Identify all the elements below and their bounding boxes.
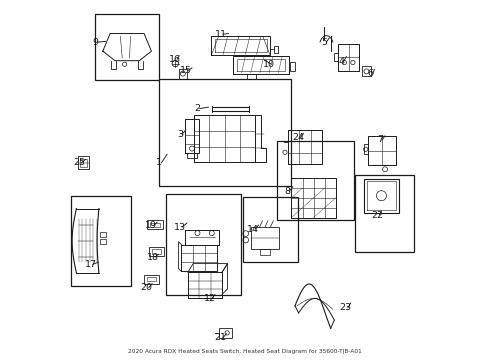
Text: 15: 15 (180, 66, 192, 75)
Text: 5: 5 (321, 37, 327, 46)
Bar (150, 222, 160, 227)
Bar (247, 73, 255, 79)
Text: 22: 22 (371, 211, 383, 220)
Bar (290, 62, 294, 71)
Text: 16: 16 (169, 55, 181, 64)
Text: 6: 6 (368, 69, 374, 78)
Bar (178, 68, 187, 78)
Text: 24: 24 (292, 133, 304, 142)
Bar (260, 249, 270, 255)
Bar (364, 179, 398, 213)
Text: 25: 25 (73, 158, 85, 167)
Text: 10: 10 (263, 60, 275, 69)
Text: 14: 14 (247, 225, 259, 234)
Text: 8: 8 (284, 187, 290, 196)
Bar (152, 249, 161, 253)
Text: 23: 23 (340, 303, 352, 312)
Bar (277, 141, 354, 220)
Text: 4: 4 (339, 57, 344, 66)
Text: 11: 11 (215, 30, 227, 39)
Bar (362, 66, 371, 76)
Text: 9: 9 (93, 37, 98, 46)
Bar (100, 232, 106, 237)
Bar (100, 239, 106, 244)
Bar (251, 227, 279, 249)
Text: 12: 12 (204, 294, 216, 303)
Bar (148, 247, 164, 256)
Text: 18: 18 (147, 253, 159, 262)
Bar (95, 14, 159, 80)
Bar (166, 194, 241, 295)
Bar (80, 158, 87, 167)
Bar (159, 78, 292, 186)
Text: 17: 17 (85, 260, 97, 269)
Bar (78, 157, 89, 169)
Text: 1: 1 (156, 158, 162, 167)
Bar (147, 220, 163, 229)
Text: 21: 21 (215, 333, 227, 342)
Text: 20: 20 (141, 283, 152, 292)
Text: 7: 7 (377, 135, 383, 144)
Bar (144, 275, 159, 284)
Bar (274, 46, 278, 53)
Text: 13: 13 (174, 222, 186, 231)
Bar (72, 197, 131, 287)
Text: 3: 3 (177, 130, 183, 139)
Text: 2: 2 (195, 104, 200, 113)
Bar (243, 197, 298, 262)
Text: 2020 Acura RDX Heated Seats Switch, Heated Seat Diagram for 35600-TJB-A01: 2020 Acura RDX Heated Seats Switch, Heat… (128, 349, 362, 354)
Bar (147, 277, 156, 282)
Bar (355, 175, 414, 252)
Text: 19: 19 (146, 221, 157, 230)
Bar (220, 328, 232, 338)
